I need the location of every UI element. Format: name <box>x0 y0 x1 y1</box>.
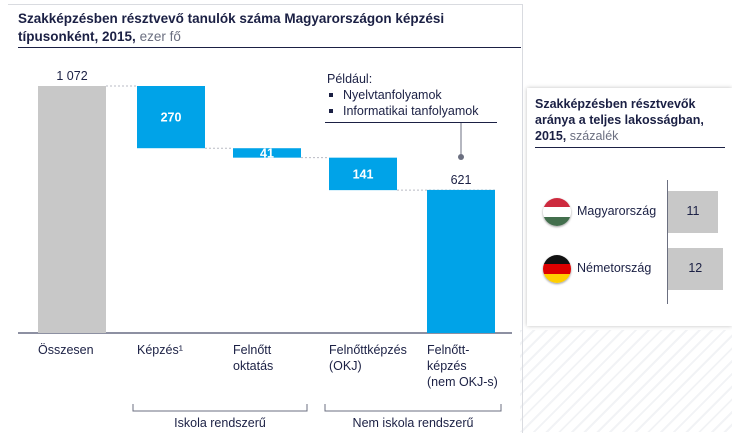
country-label: Németország <box>577 261 652 275</box>
category-label: oktatás <box>233 359 273 373</box>
background-pattern <box>520 330 732 432</box>
waterfall-title: Szakképzésben résztvevő tanulók száma Ma… <box>18 10 522 46</box>
waterfall-bar <box>38 86 106 333</box>
category-label: Felnőttképzés <box>329 343 407 357</box>
example-annotation: Például: Nyelvtanfolyamok Informatikai t… <box>327 71 507 119</box>
share-title: Szakképzésben résztvevők aránya a teljes… <box>535 96 727 144</box>
category-label: (OKJ) <box>329 359 362 373</box>
waterfall-unit: ezer fő <box>139 29 181 44</box>
bar-value-label: 621 <box>451 173 472 187</box>
country-row-hungary: Magyarország 11 <box>539 191 729 233</box>
category-label: Felnőtt- <box>427 343 469 357</box>
annotation-heading: Például: <box>327 72 373 86</box>
waterfall-panel <box>8 4 523 433</box>
annotation-rule <box>325 122 497 123</box>
category-label: Felnőtt <box>233 343 272 357</box>
annotation-item: Nyelvtanfolyamok <box>327 87 507 103</box>
share-axis-line <box>667 180 668 304</box>
category-label: képzés <box>427 359 467 373</box>
group-label: Nem iskola rendszerű <box>353 416 474 430</box>
group-bracket <box>132 404 308 412</box>
share-panel: Szakképzésben résztvevők aránya a teljes… <box>527 88 732 326</box>
country-row-germany: Németország 12 <box>539 248 729 290</box>
annotation-item: Informatikai tanfolyamok <box>327 103 507 119</box>
group-label: Iskola rendszerű <box>174 416 266 430</box>
share-bar <box>668 248 723 290</box>
category-label: (nem OKJ-s) <box>427 375 498 389</box>
share-bar <box>668 191 718 233</box>
bar-value-label: 141 <box>353 167 374 181</box>
share-title-text: Szakképzésben résztvevők aránya a teljes… <box>535 97 704 143</box>
hungary-flag-icon <box>543 198 571 226</box>
waterfall-bar <box>233 148 301 158</box>
bar-value-label: 1 072 <box>56 69 87 83</box>
country-label: Magyarország <box>577 204 657 218</box>
waterfall-title-rule <box>18 47 521 48</box>
category-label: Képzés¹ <box>137 343 183 357</box>
waterfall-bar <box>137 86 205 149</box>
share-title-rule <box>535 147 725 148</box>
waterfall-title-text: Szakképzésben résztvevő tanulók száma Ma… <box>18 11 445 44</box>
bar-value-label: 41 <box>260 146 274 160</box>
share-value-label: 12 <box>688 261 703 275</box>
waterfall-bar <box>329 157 397 191</box>
germany-flag-icon <box>543 255 571 283</box>
category-label: Összesen <box>38 343 94 357</box>
annotation-pointer-dot <box>458 154 464 160</box>
bar-value-label: 270 <box>161 111 182 125</box>
waterfall-bar <box>427 189 495 333</box>
group-bracket <box>324 404 502 412</box>
share-value-label: 11 <box>686 204 700 218</box>
share-unit: százalék <box>569 129 619 143</box>
annotation-list: Nyelvtanfolyamok Informatikai tanfolyamo… <box>327 87 507 119</box>
